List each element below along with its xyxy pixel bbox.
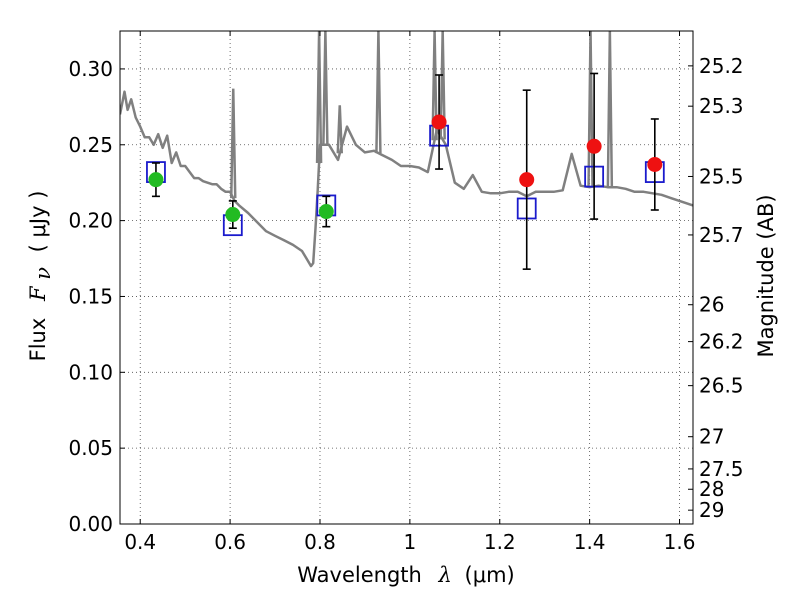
x-tick-label: 1 [404, 530, 417, 554]
x-axis-label: Wavelength λ (μm) [297, 563, 514, 587]
emission-line [439, 31, 446, 140]
y2-tick-label: 25.2 [699, 54, 744, 78]
errorbar-series [151, 72, 659, 270]
y2-tick-label: 26.5 [699, 374, 744, 398]
x-axis-label-unit: (μm) [465, 563, 515, 587]
y2-tick-label: 29 [699, 498, 724, 522]
emission-line [315, 31, 323, 163]
nir-data-point [519, 172, 535, 188]
spectrum-series [120, 31, 693, 268]
nir-data-point [647, 156, 663, 172]
observed-points-series [148, 114, 663, 223]
nir-data-point [431, 114, 447, 130]
x-tick-label: 1.6 [664, 530, 696, 554]
y2-tick-label: 25.5 [699, 164, 744, 188]
y-tick-label: 0.20 [68, 209, 113, 233]
y-tick-label: 0.10 [68, 360, 113, 384]
y2-axis-label: Magnitude (AB) [754, 194, 778, 357]
y2-tick-label: 25.7 [699, 223, 744, 247]
y-tick-label: 0.25 [68, 133, 113, 157]
grid [120, 31, 693, 525]
y-axis-label-subscript: ν [31, 267, 55, 280]
optical-data-point [148, 172, 164, 188]
y2-tick-label: 26.2 [699, 330, 744, 354]
y-tick-label: 0.05 [68, 436, 113, 460]
spectrum-line [120, 90, 693, 268]
y2-tick-label: 27 [699, 425, 724, 449]
y-tick-label: 0.15 [68, 284, 113, 308]
y2-tick-label: 27.5 [699, 457, 744, 481]
x-tick-label: 0.8 [304, 530, 336, 554]
y-tick-label: 0.00 [68, 512, 113, 536]
x-axis: 0.4 0.6 0.8 1 1.2 1.4 1.6 [124, 31, 695, 554]
y2-tick-label: 28 [699, 477, 724, 501]
emission-line [230, 88, 237, 199]
nir-data-point [586, 138, 602, 154]
emission-line [336, 105, 344, 154]
y-tick-label: 0.30 [68, 57, 113, 81]
x-tick-label: 0.4 [124, 530, 156, 554]
optical-data-point [225, 207, 241, 223]
y-axis-label-symbol: F [26, 285, 50, 302]
x-tick-label: 0.6 [214, 530, 246, 554]
x-axis-label-text: Wavelength [297, 563, 422, 587]
y-axis-label-text: Flux [26, 318, 50, 362]
y-axis-label: Flux F ν ( μJy ) [26, 191, 55, 362]
plot-frame [119, 30, 694, 525]
x-tick-label: 1.4 [574, 530, 606, 554]
emission-line [587, 31, 594, 188]
emission-line [322, 31, 329, 145]
emission-line [431, 31, 438, 141]
y-axis-label-unit: ( μJy ) [26, 191, 50, 253]
emission-line [375, 31, 382, 154]
y-axis: 0.00 0.05 0.10 0.15 0.20 0.25 0.30 [68, 57, 125, 536]
optical-data-point [318, 204, 334, 220]
y2-tick-label: 26 [699, 293, 724, 317]
model-photometry-series [146, 124, 665, 237]
x-axis-label-symbol: λ [438, 563, 452, 587]
emission-line [606, 31, 614, 188]
y2-tick-label: 25.3 [699, 94, 744, 118]
x-tick-label: 1.2 [484, 530, 516, 554]
